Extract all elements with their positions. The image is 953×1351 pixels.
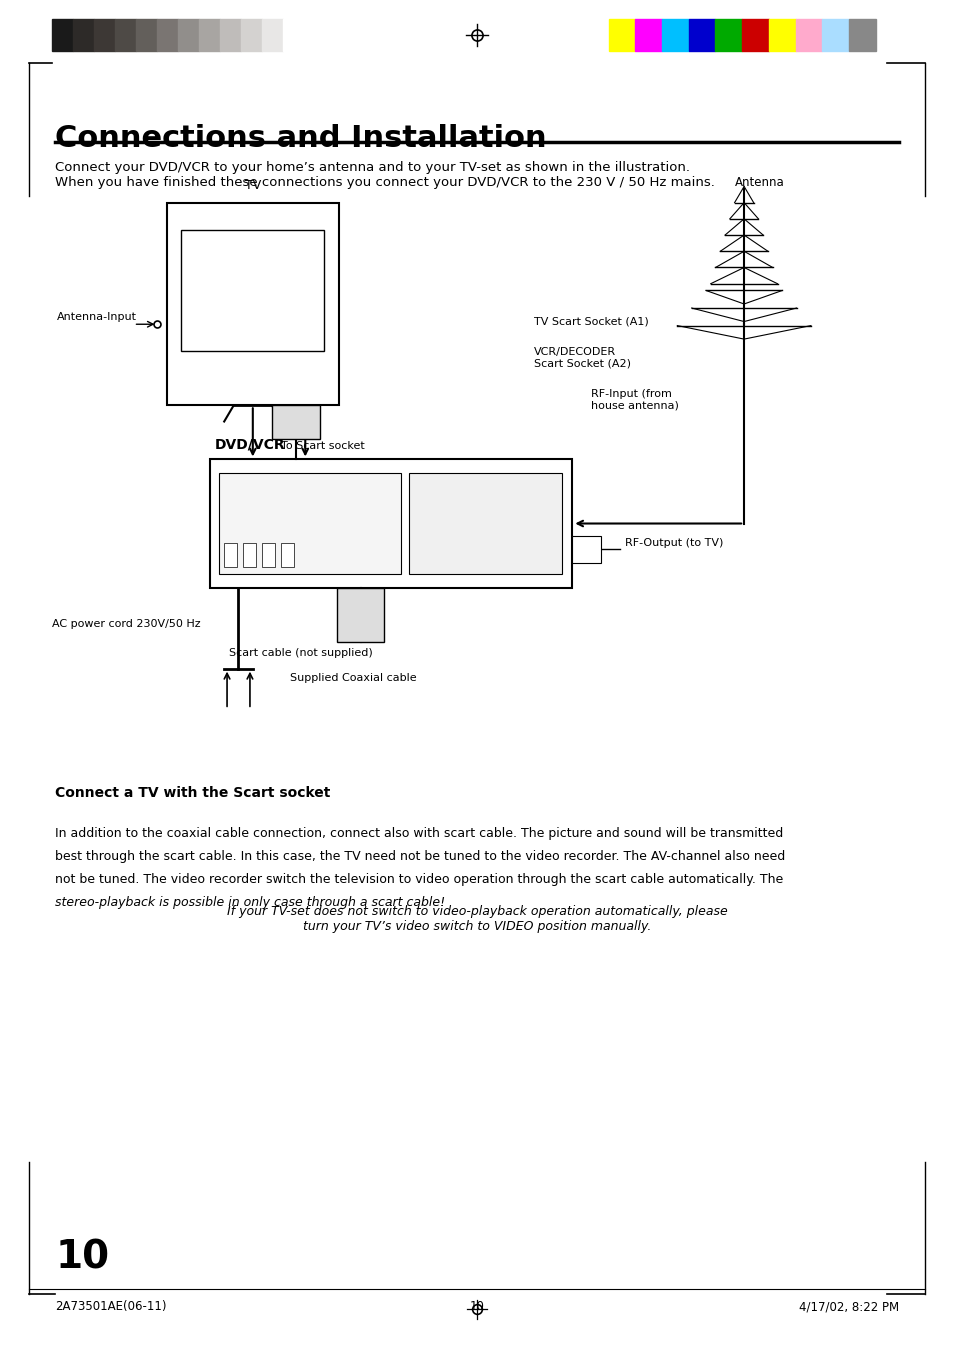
Text: stereo-playback is possible in only case through a scart cable!: stereo-playback is possible in only case… <box>55 896 445 909</box>
Text: RF-Input (from
house antenna): RF-Input (from house antenna) <box>591 389 679 411</box>
Bar <box>157 19 178 51</box>
Text: VCR/DECODER
Scart Socket (A2): VCR/DECODER Scart Socket (A2) <box>534 347 631 369</box>
Bar <box>281 543 294 567</box>
Text: 10: 10 <box>55 1239 110 1277</box>
Text: When you have finished these connections you connect your DVD/VCR to the 230 V /: When you have finished these connections… <box>55 176 715 189</box>
Text: In addition to the coaxial cable connection, connect also with scart cable. The : In addition to the coaxial cable connect… <box>55 827 782 840</box>
Bar <box>136 19 157 51</box>
Bar <box>608 19 635 51</box>
Bar <box>219 473 400 574</box>
Bar <box>262 19 283 51</box>
Bar <box>224 543 236 567</box>
Text: Connect your DVD/VCR to your home’s antenna and to your TV-set as shown in the i: Connect your DVD/VCR to your home’s ante… <box>55 161 690 174</box>
Text: Antenna-Input: Antenna-Input <box>57 312 137 323</box>
Text: Connect a TV with the Scart socket: Connect a TV with the Scart socket <box>55 786 331 800</box>
Text: TV Scart Socket (A1): TV Scart Socket (A1) <box>534 316 648 327</box>
Bar <box>52 19 73 51</box>
Bar <box>243 543 255 567</box>
Bar <box>283 19 304 51</box>
Text: TV: TV <box>244 178 261 192</box>
Text: Antenna: Antenna <box>734 176 783 189</box>
Bar <box>821 19 848 51</box>
Text: AC power cord 230V/50 Hz: AC power cord 230V/50 Hz <box>52 619 201 630</box>
Bar <box>210 459 572 588</box>
Bar <box>635 19 661 51</box>
Bar <box>220 19 241 51</box>
Text: Scart cable (not supplied): Scart cable (not supplied) <box>229 648 372 658</box>
Text: To Scart socket: To Scart socket <box>281 440 365 451</box>
Bar <box>715 19 741 51</box>
Bar <box>262 543 274 567</box>
Bar <box>272 405 319 439</box>
Text: If your TV-set does not switch to video-playback operation automatically, please: If your TV-set does not switch to video-… <box>227 905 726 934</box>
Bar <box>572 536 600 563</box>
Bar <box>848 19 875 51</box>
Bar <box>768 19 795 51</box>
Text: Supplied Coaxial cable: Supplied Coaxial cable <box>290 673 416 682</box>
Text: DVD/VCR: DVD/VCR <box>214 438 285 451</box>
Text: 10: 10 <box>469 1300 484 1313</box>
Bar <box>795 19 821 51</box>
Bar <box>661 19 688 51</box>
Bar <box>94 19 115 51</box>
Bar <box>688 19 715 51</box>
Bar <box>181 230 324 351</box>
Bar <box>741 19 768 51</box>
Bar <box>336 588 384 642</box>
Bar <box>199 19 220 51</box>
Bar <box>115 19 136 51</box>
Bar <box>167 203 338 405</box>
Bar <box>73 19 94 51</box>
Text: 4/17/02, 8:22 PM: 4/17/02, 8:22 PM <box>798 1300 898 1313</box>
Text: RF-Output (to TV): RF-Output (to TV) <box>624 538 722 549</box>
Text: best through the scart cable. In this case, the TV need not be tuned to the vide: best through the scart cable. In this ca… <box>55 850 784 863</box>
Text: not be tuned. The video recorder switch the television to video operation throug: not be tuned. The video recorder switch … <box>55 873 782 886</box>
Bar <box>178 19 199 51</box>
Text: Connections and Installation: Connections and Installation <box>55 124 546 153</box>
Bar <box>409 473 561 574</box>
Text: 2A73501AE(06-11): 2A73501AE(06-11) <box>55 1300 167 1313</box>
Bar <box>241 19 262 51</box>
